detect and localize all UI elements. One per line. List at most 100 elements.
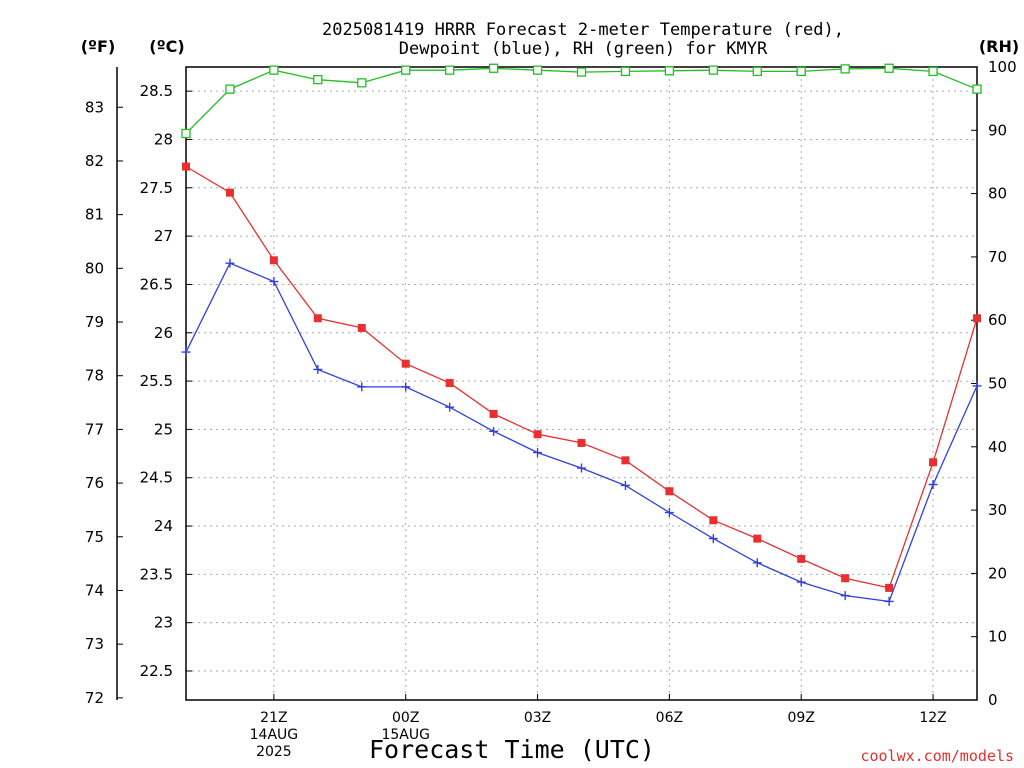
- x-tick-label-0-1: 14AUG: [250, 727, 299, 743]
- temperature-point-5: [401, 359, 410, 368]
- rh-point-9: [576, 67, 587, 77]
- rh-point-3: [313, 75, 323, 85]
- fahrenheit-tick-label-1: 73: [85, 635, 104, 653]
- temperature-point-18: [973, 314, 981, 323]
- x-tick-label-3-0: 06Z: [656, 710, 683, 726]
- celsius-tick-label-2: 23.5: [140, 565, 173, 583]
- rh-tick-label-10: 100: [988, 58, 1017, 76]
- fahrenheit-tick-label-2: 74: [85, 581, 104, 599]
- temperature-point-4: [357, 323, 366, 332]
- rh-tick-label-5: 50: [988, 375, 1007, 393]
- celsius-tick-label-8: 26.5: [140, 275, 173, 293]
- dewpoint-point-8: [533, 448, 543, 458]
- dewpoint-point-2: [269, 277, 279, 287]
- fahrenheit-tick-label-4: 76: [85, 474, 104, 492]
- rh-point-4: [357, 78, 367, 88]
- dewpoint-point-7: [489, 426, 499, 436]
- rh-point-17: [928, 66, 938, 77]
- rh-point-7: [488, 63, 499, 73]
- fahrenheit-tick-label-3: 75: [85, 528, 104, 546]
- temperature-point-0: [182, 162, 190, 171]
- rh-point-0: [181, 128, 191, 139]
- source-credit: coolwx.com/models: [860, 747, 1014, 765]
- dewpoint-point-17: [928, 479, 938, 489]
- rh-point-11: [664, 66, 675, 76]
- celsius-tick-label-4: 24.5: [140, 469, 173, 487]
- rh-tick-label-4: 40: [988, 438, 1007, 456]
- x-tick-label-1-1: 15AUG: [381, 727, 430, 743]
- fahrenheit-tick-label-5: 77: [85, 420, 104, 438]
- rh-line: [185, 67, 978, 134]
- celsius-tick-label-9: 27: [154, 227, 173, 245]
- rh-point-12: [708, 65, 718, 75]
- rh-tick-label-2: 20: [988, 564, 1007, 582]
- dewpoint-point-1: [225, 258, 235, 268]
- rh-tick-label-1: 10: [988, 628, 1007, 646]
- rh-point-18: [972, 84, 982, 94]
- x-axis-label: Forecast Time (UTC): [369, 735, 655, 764]
- rh-tick-label-3: 30: [988, 501, 1007, 519]
- plot-frame: [185, 66, 978, 701]
- celsius-unit-label: (ºC): [149, 37, 184, 56]
- temperature-point-1: [225, 188, 234, 197]
- x-tick-label-4-0: 09Z: [788, 710, 815, 726]
- x-tick-label-0-0: 21Z: [260, 710, 287, 726]
- chart-title-line1: 2025081419 HRRR Forecast 2-meter Tempera…: [322, 20, 844, 40]
- fahrenheit-tick-label-8: 80: [85, 259, 104, 277]
- dewpoint-point-15: [840, 591, 850, 601]
- temperature-point-10: [621, 456, 630, 465]
- rh-unit-label: (RH): [979, 37, 1019, 56]
- rh-tick-label-8: 80: [988, 185, 1007, 203]
- dewpoint-point-4: [357, 382, 367, 392]
- dewpoint-point-11: [664, 508, 674, 518]
- dewpoint-point-0: [181, 347, 191, 357]
- temperature-point-8: [533, 430, 542, 439]
- temperature-point-9: [577, 438, 586, 447]
- x-tick-label-1-0: 00Z: [392, 710, 419, 726]
- celsius-tick-label-12: 28.5: [140, 82, 173, 100]
- dewpoint-point-16: [884, 596, 894, 606]
- rh-tick-label-9: 90: [988, 121, 1007, 139]
- dewpoint-point-5: [401, 382, 411, 392]
- dewpoint-point-18: [972, 381, 982, 391]
- fahrenheit-tick-label-9: 81: [85, 206, 104, 224]
- chart-title-line2: Dewpoint (blue), RH (green) for KMYR: [399, 39, 768, 59]
- rh-point-1: [225, 84, 235, 94]
- x-tick-label-5-0: 12Z: [919, 710, 946, 726]
- rh-point-10: [620, 66, 631, 77]
- celsius-tick-label-11: 28: [154, 130, 173, 148]
- dewpoint-point-10: [620, 480, 630, 490]
- dewpoint-line: [185, 262, 978, 603]
- celsius-tick-label-1: 23: [154, 614, 173, 632]
- temperature-point-15: [841, 574, 850, 583]
- rh-point-13: [752, 66, 762, 77]
- rh-point-15: [840, 64, 850, 74]
- x-tick-label-0-2: 2025: [256, 744, 292, 760]
- data-series: [181, 63, 982, 606]
- rh-point-5: [401, 65, 411, 75]
- dewpoint-point-13: [752, 558, 762, 568]
- rh-tick-label-6: 60: [988, 311, 1007, 329]
- temperature-point-17: [929, 458, 938, 467]
- dewpoint-point-14: [796, 577, 806, 587]
- temperature-line: [185, 165, 978, 589]
- temperature-point-16: [885, 583, 894, 592]
- fahrenheit-tick-label-6: 78: [85, 367, 104, 385]
- rh-point-6: [445, 65, 455, 75]
- fahrenheit-tick-label-10: 82: [85, 152, 104, 170]
- x-tick-label-2-0: 03Z: [524, 710, 551, 726]
- temperature-point-12: [709, 516, 718, 525]
- rh-point-8: [532, 65, 543, 75]
- temperature-point-13: [753, 534, 762, 543]
- fahrenheit-tick-label-0: 72: [85, 689, 104, 707]
- rh-point-14: [796, 66, 806, 77]
- celsius-tick-label-3: 24: [154, 517, 173, 535]
- celsius-tick-label-6: 25.5: [140, 372, 173, 390]
- temperature-point-3: [313, 314, 322, 323]
- rh-tick-label-0: 0: [988, 691, 998, 709]
- temperature-point-7: [489, 409, 498, 418]
- celsius-tick-label-7: 26: [154, 324, 173, 342]
- celsius-tick-label-5: 25: [154, 420, 173, 438]
- rh-tick-label-7: 70: [988, 248, 1007, 266]
